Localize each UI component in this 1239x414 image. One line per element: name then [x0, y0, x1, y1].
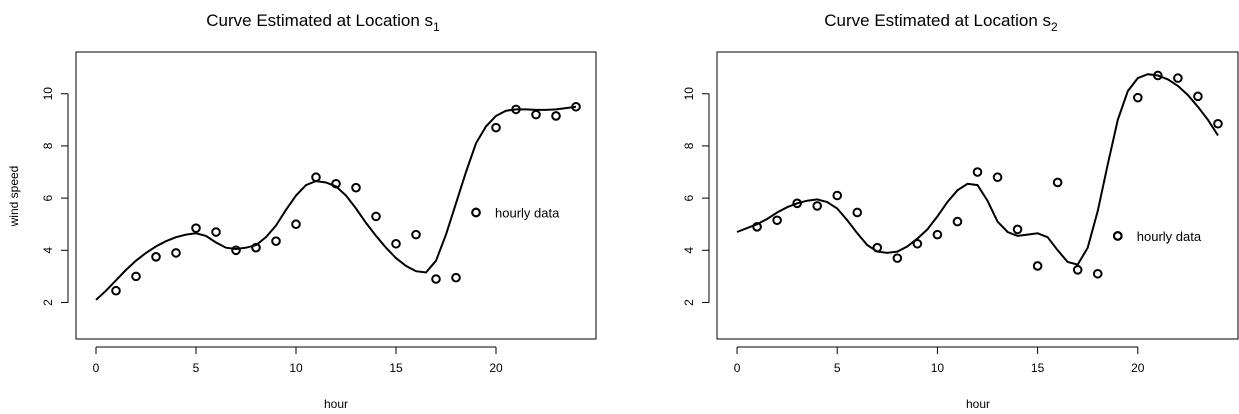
x-axis-label: hour [324, 397, 348, 411]
y-tick-label: 4 [682, 247, 696, 254]
hourly-data-point [1173, 73, 1183, 83]
hourly-data-point [291, 219, 301, 229]
y-tick-label: 8 [41, 142, 55, 149]
hourly-data-point [151, 252, 161, 262]
legend: hourly data [1112, 229, 1202, 244]
x-tick-label: 20 [1131, 361, 1145, 375]
hourly-data-point [812, 201, 822, 211]
y-tick-label: 10 [682, 87, 696, 101]
x-tick-label: 10 [931, 361, 945, 375]
hourly-data-point [912, 238, 923, 249]
plot-frame [716, 51, 1239, 340]
legend-marker [471, 207, 481, 218]
hourly-data-point [411, 229, 421, 240]
hourly-data-point [131, 271, 141, 282]
data-marks [736, 70, 1223, 279]
hourly-data-point [451, 272, 461, 283]
y-tick-label: 4 [41, 247, 55, 254]
hourly-data-point [491, 122, 501, 133]
chart-panel-location-1: Curve Estimated at Location s1 hour wind… [7, 11, 597, 411]
hourly-data-point [1193, 91, 1203, 102]
chart-panel-location-2: Curve Estimated at Location s2 hour 0 5 10… [682, 11, 1239, 411]
x-axis-label: hour [966, 397, 990, 411]
chart-title: Curve Estimated at Location s2 [824, 11, 1058, 34]
x-tick-label: 10 [289, 361, 303, 375]
y-tick-label: 10 [41, 87, 55, 101]
hourly-data-point [1133, 92, 1143, 103]
hourly-data-point [1092, 268, 1103, 279]
x-tick-label: 20 [489, 361, 503, 375]
title-subscript: 1 [433, 20, 440, 34]
hourly-data-point [1052, 177, 1063, 188]
estimated-curve-line [95, 105, 577, 301]
hourly-data-point [752, 222, 762, 232]
hourly-data-point [231, 245, 241, 256]
hourly-data-point [992, 172, 1003, 183]
x-tick-label: 5 [834, 361, 841, 375]
hourly-data-point [832, 190, 843, 201]
hourly-data-point [1032, 261, 1043, 271]
y-axis-label: wind speed [7, 166, 21, 228]
y-tick-label: 6 [682, 194, 696, 201]
y-tick-label: 6 [41, 194, 55, 201]
estimated-curve-line [736, 73, 1219, 266]
hourly-data-point [531, 109, 541, 120]
hourly-data-point [952, 216, 963, 227]
hourly-data-point [211, 227, 221, 237]
hourly-data-point [852, 207, 863, 218]
title-subscript: 2 [1051, 20, 1058, 34]
x-tick-label: 0 [93, 361, 100, 375]
hourly-data-point [391, 238, 401, 249]
x-axis-ticks: 0 5 10 15 20 [734, 346, 1145, 375]
y-tick-label: 8 [682, 142, 696, 149]
y-tick-label: 2 [682, 299, 696, 306]
hourly-data-point [551, 111, 561, 121]
x-tick-label: 0 [734, 361, 741, 375]
data-marks [95, 101, 581, 301]
legend-label: hourly data [1137, 229, 1202, 244]
x-axis-ticks: 0 5 10 15 20 [93, 346, 503, 375]
x-tick-label: 15 [1031, 361, 1045, 375]
plot-frame [75, 51, 597, 340]
y-axis-ticks: 2 4 6 8 10 [682, 87, 710, 306]
hourly-data-point [191, 223, 201, 233]
legend-label: hourly data [495, 205, 560, 220]
hourly-data-point [972, 167, 983, 177]
x-tick-label: 15 [389, 361, 403, 375]
y-axis-ticks: 2 4 6 8 10 [41, 87, 69, 306]
x-tick-label: 5 [193, 361, 200, 375]
hourly-data-point [271, 236, 281, 246]
legend: hourly data [471, 205, 560, 220]
y-tick-label: 2 [41, 299, 55, 306]
hourly-data-point [932, 229, 943, 240]
legend-marker [1112, 231, 1123, 241]
hourly-data-point [311, 172, 321, 183]
hourly-data-point [371, 211, 381, 222]
hourly-data-point [892, 253, 903, 263]
hourly-data-point [1072, 265, 1083, 275]
hourly-data-point [1213, 118, 1223, 129]
hourly-data-point [171, 248, 181, 258]
hourly-data-point [351, 182, 361, 193]
hourly-data-point [1012, 224, 1023, 235]
hourly-data-point [772, 215, 782, 226]
hourly-data-point [111, 285, 121, 296]
hourly-data-point [431, 274, 441, 284]
chart-title: Curve Estimated at Location s1 [206, 11, 440, 34]
